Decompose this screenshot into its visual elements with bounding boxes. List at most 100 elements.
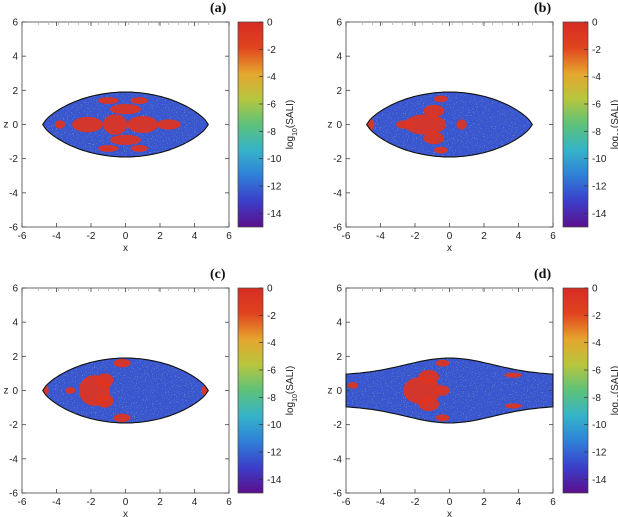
y-tick-label: 6 bbox=[336, 18, 342, 29]
x-tick-label: 2 bbox=[157, 231, 163, 242]
y-tick-label: 4 bbox=[336, 52, 342, 63]
y-tick-label: -6 bbox=[333, 489, 342, 500]
colorbar: 0 -2 -4 -6 -8 -10 -12 -14 log10(SALI) bbox=[562, 284, 618, 494]
colorbar-tick-label: -12 bbox=[267, 182, 282, 193]
x-tick-label: 4 bbox=[192, 497, 198, 508]
x-tick-label: -2 bbox=[411, 497, 420, 508]
colorbar-tick-label: -12 bbox=[592, 448, 607, 459]
colorbar-tick-label: -12 bbox=[267, 448, 282, 459]
chaotic-region bbox=[423, 132, 445, 145]
region-boundary bbox=[42, 91, 209, 158]
colorbar-tick-label: -4 bbox=[592, 72, 601, 83]
chaotic-region bbox=[435, 359, 450, 367]
chaotic-region bbox=[396, 120, 414, 129]
colorbar-tick-label: -2 bbox=[592, 311, 601, 322]
x-tick-label: 2 bbox=[481, 231, 487, 242]
y-tick-label: 0 bbox=[336, 386, 342, 397]
colorbar-tick-label: -8 bbox=[592, 393, 601, 404]
panel-label: (b) bbox=[534, 1, 551, 16]
chaotic-region bbox=[130, 145, 148, 152]
colorbar: 0 -2 -4 -6 -8 -10 -12 -14 log10(SALI) bbox=[237, 284, 299, 494]
x-axis-label: x bbox=[447, 509, 452, 517]
colorbar-label: log10(SALI) bbox=[285, 366, 299, 416]
x-tick-label: 2 bbox=[157, 497, 163, 508]
colorbar-tick-label: -2 bbox=[267, 311, 276, 322]
colorbar-label: log10(SALI) bbox=[610, 100, 618, 150]
chaotic-region bbox=[109, 104, 142, 115]
x-tick-label: -4 bbox=[52, 497, 61, 508]
x-tick-label: -6 bbox=[342, 231, 351, 242]
y-tick-label: 4 bbox=[12, 318, 18, 329]
colorbar-tick-label: -14 bbox=[592, 475, 607, 486]
y-tick-label: 0 bbox=[12, 386, 18, 397]
colorbar: 0 -2 -4 -6 -8 -10 -12 -14 log10(SALI) bbox=[562, 18, 618, 228]
colorbar-tick-label: -8 bbox=[267, 393, 276, 404]
y-tick-label: 2 bbox=[336, 352, 342, 363]
y-tick-label: 2 bbox=[336, 86, 342, 97]
panel-label: (d) bbox=[534, 267, 551, 282]
x-tick-label: -4 bbox=[376, 497, 385, 508]
chaotic-region bbox=[72, 116, 104, 133]
chaotic-region bbox=[127, 115, 159, 134]
chaotic-region bbox=[433, 146, 448, 154]
colorbar-tick-label: -4 bbox=[267, 338, 276, 349]
chaotic-region bbox=[109, 134, 142, 145]
region-boundary bbox=[345, 357, 554, 424]
x-tick-label: -6 bbox=[18, 497, 27, 508]
chaotic-region bbox=[54, 120, 66, 129]
colorbar-tick-label: -4 bbox=[267, 72, 276, 83]
x-tick-label: -6 bbox=[18, 231, 27, 242]
x-tick-label: 6 bbox=[226, 231, 232, 242]
chaotic-region bbox=[42, 383, 49, 398]
chaotic-region bbox=[404, 114, 447, 135]
chaotic-region bbox=[103, 114, 128, 135]
y-axis-label: z bbox=[328, 386, 333, 397]
chaotic-region bbox=[97, 97, 119, 105]
chaotic-region bbox=[423, 104, 445, 117]
colorbar-tick-label: -4 bbox=[592, 338, 601, 349]
x-axis-label: x bbox=[123, 243, 128, 254]
chaotic-region bbox=[418, 370, 440, 384]
colorbar-tick-label: 0 bbox=[267, 284, 273, 295]
colorbar-tick-label: -14 bbox=[592, 209, 607, 220]
y-tick-label: -4 bbox=[333, 188, 342, 199]
colorbar-tick-label: -8 bbox=[267, 127, 276, 138]
y-tick-label: 6 bbox=[336, 284, 342, 295]
x-tick-label: -4 bbox=[376, 231, 385, 242]
panel-a: (a)-6 -4 -2 0 2 4 6-6-4-20246xz0-2-4-6-8-10-12… bbox=[4, 1, 299, 254]
y-tick-label: 6 bbox=[12, 284, 18, 295]
y-tick-label: -6 bbox=[333, 223, 342, 234]
colorbar-label: log10(SALI) bbox=[610, 366, 618, 416]
x-tick-label: 6 bbox=[226, 497, 232, 508]
y-axis-label: z bbox=[4, 386, 9, 397]
chaotic-region bbox=[113, 413, 131, 423]
y-tick-label: 6 bbox=[12, 18, 18, 29]
colorbar-tick-label: 0 bbox=[592, 18, 598, 29]
colorbar-label: log10(SALI) bbox=[285, 100, 299, 150]
colorbar-tick-label: -6 bbox=[592, 100, 601, 111]
x-tick-label: 6 bbox=[550, 497, 556, 508]
colorbar: 0 -2 -4 -6 -8 -10 -12 -14 log10(SALI) bbox=[237, 18, 299, 228]
y-tick-label: -2 bbox=[9, 420, 18, 431]
y-tick-label: 2 bbox=[12, 86, 18, 97]
colorbar-tick-label: 0 bbox=[267, 18, 273, 29]
y-tick-label: 0 bbox=[12, 120, 18, 131]
x-tick-label: 4 bbox=[516, 231, 522, 242]
colorbar-tick-label: -6 bbox=[267, 366, 276, 377]
y-tick-label: -4 bbox=[9, 454, 18, 465]
colorbar-tick-label: -14 bbox=[267, 475, 282, 486]
chaotic-region bbox=[156, 119, 181, 130]
y-tick-label: 2 bbox=[12, 352, 18, 363]
x-tick-label: 6 bbox=[550, 231, 556, 242]
y-tick-label: 4 bbox=[12, 52, 18, 63]
y-tick-label: -2 bbox=[333, 154, 342, 165]
x-tick-label: 2 bbox=[481, 497, 487, 508]
chaotic-region bbox=[435, 414, 450, 422]
region-boundary bbox=[42, 357, 209, 424]
x-tick-label: 0 bbox=[123, 231, 129, 242]
x-tick-label: -2 bbox=[411, 231, 420, 242]
region-boundary bbox=[366, 91, 533, 158]
colorbar-tick-label: -12 bbox=[592, 182, 607, 193]
x-tick-label: 0 bbox=[447, 497, 453, 508]
chaotic-region bbox=[113, 358, 131, 368]
